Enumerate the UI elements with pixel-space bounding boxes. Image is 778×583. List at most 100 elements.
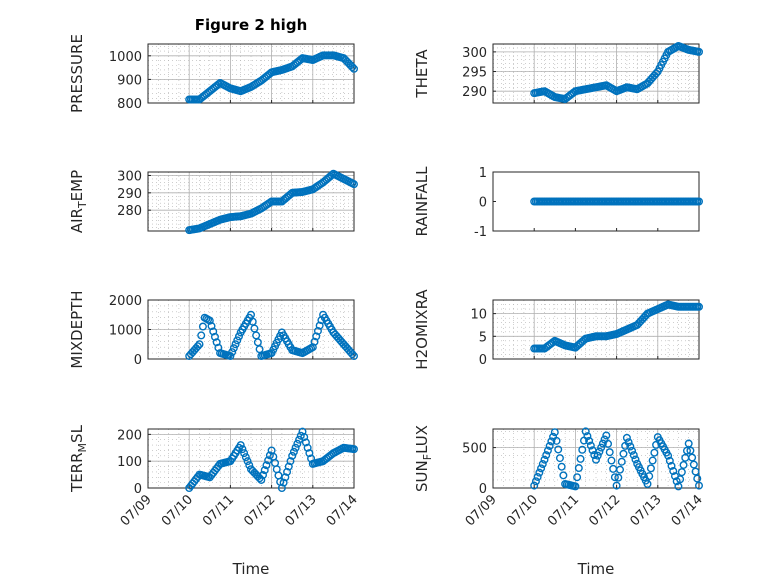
data-point [646,464,655,473]
axes-box [492,43,700,104]
x-axis-label: Time [577,560,615,578]
data-point [262,461,271,470]
y-tick-label: 1000 [109,50,142,65]
data-point [598,439,607,448]
data-point [240,449,249,458]
data-point [626,442,635,451]
x-tick-label: 07/10 [504,492,541,529]
data-point [238,445,247,454]
series-markers [530,41,704,104]
data-point [193,342,202,351]
x-tick-label: 07/14 [669,492,706,529]
data-point [535,468,544,477]
x-tick-label: 07/09 [463,492,500,529]
x-tick-label: 07/13 [283,492,320,529]
data-point [538,460,547,469]
data-point [207,322,216,331]
data-point [260,466,269,475]
data-point [585,436,594,445]
data-point [301,438,310,447]
y-tick-label: 0 [134,482,142,497]
data-point [312,332,321,341]
data-point [530,481,539,490]
y-tick-label: 290 [117,187,142,202]
data-point [281,473,290,482]
data-point [264,456,273,465]
y-tick-label: 1000 [109,324,142,339]
data-point [571,482,580,491]
data-point [259,471,268,480]
y-tick-label: 290 [462,85,487,100]
series-markers [185,51,359,104]
y-tick-label: 300 [462,46,487,61]
data-point [305,449,314,458]
data-point [289,447,298,456]
data-point [664,451,673,460]
x-tick-label: 07/13 [628,492,665,529]
data-point [592,455,601,464]
data-point [531,477,540,486]
data-point [616,465,625,474]
data-point [676,475,685,484]
data-point [574,464,583,473]
data-point [547,437,556,446]
x-tick-label: 07/10 [159,492,196,529]
y-tick-label: -1 [474,225,487,240]
data-point [629,451,638,460]
data-point [197,331,206,340]
series-markers [185,169,359,235]
y-tick-label: 0 [479,196,487,211]
data-point [308,343,317,352]
data-point [552,436,561,445]
data-point [214,343,223,352]
data-point [648,456,657,465]
data-point [210,332,219,341]
data-point [554,445,563,454]
x-tick-label: 07/11 [200,492,237,529]
data-point [605,448,614,457]
data-point [291,443,300,452]
data-point [595,447,604,456]
data-point [604,439,613,448]
data-point [593,451,602,460]
y-tick-label: 280 [117,204,142,219]
y-tick-label: 5 [479,330,487,345]
data-point [576,454,585,463]
data-point [689,460,698,469]
data-point [234,332,243,341]
data-point [691,467,700,476]
data-point [695,47,704,56]
data-point [581,427,590,436]
data-point [315,321,324,330]
data-point [313,326,322,335]
data-point [602,431,611,440]
data-point [695,197,704,206]
data-point [686,446,695,455]
data-point [293,439,302,448]
data-point [550,428,559,437]
data-point [226,352,235,361]
data-point [241,453,250,462]
y-tick-label: 800 [117,97,142,112]
data-point [583,432,592,441]
data-point [677,468,686,477]
data-point [243,457,252,466]
subplot-h2omixra: 0 5 10 H2OMIXRA [413,289,704,370]
data-point [610,473,619,482]
y-tick-label: 200 [117,428,142,443]
y-tick-label: 900 [117,73,142,88]
data-point [665,456,674,465]
data-point [233,336,242,345]
subplot-theta: 290 295 300 THETA [413,41,704,104]
data-point [231,340,240,349]
axes-box [147,43,355,104]
y-tick-label: 500 [462,442,487,457]
data-point [622,433,631,442]
data-point [617,457,626,466]
data-point [350,352,359,361]
data-point [693,474,702,483]
data-point [619,449,628,458]
subplot-pressure: 800 900 1000 PRESSURE Figure 2 high [68,16,359,113]
series-markers [530,427,704,491]
